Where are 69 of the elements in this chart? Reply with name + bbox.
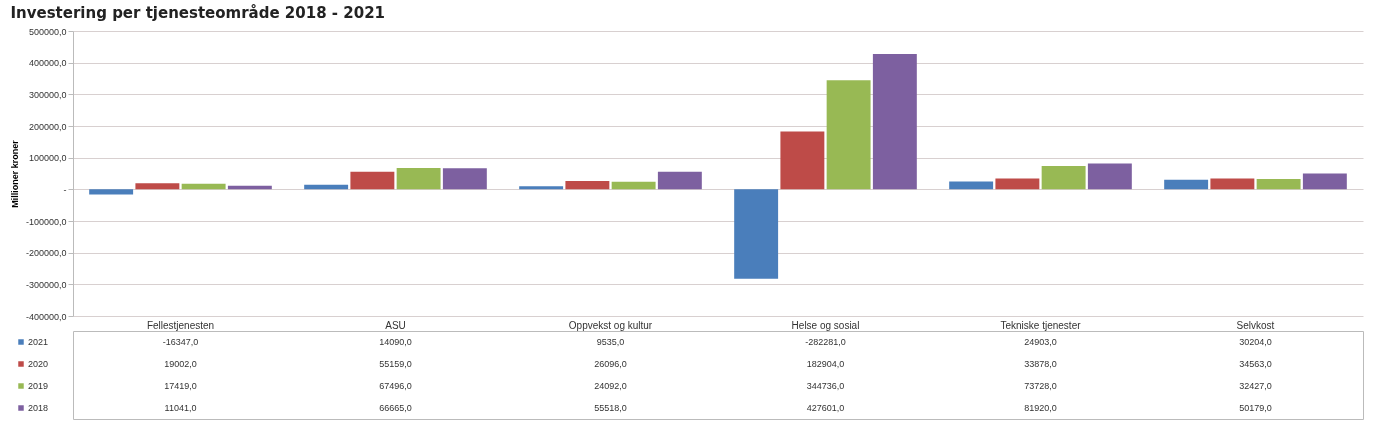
data-label: 33878,0	[1024, 359, 1057, 369]
y-tick-label: 500000,0	[28, 26, 67, 37]
data-label: 67496,0	[379, 381, 412, 391]
legend-label: 2020	[28, 359, 49, 369]
y-tick-label: 300000,0	[28, 89, 67, 100]
data-label: 9535,0	[596, 337, 625, 347]
bar	[995, 178, 1040, 190]
data-label: 24092,0	[594, 381, 627, 391]
data-label: 26096,0	[594, 359, 627, 369]
legend-label: 2018	[28, 403, 49, 413]
data-label: 55159,0	[379, 359, 412, 369]
bar	[826, 80, 871, 190]
bar	[135, 183, 180, 190]
data-label: 24903,0	[1024, 337, 1057, 347]
data-label: 34563,0	[1239, 359, 1272, 369]
bar	[181, 183, 226, 190]
x-tick-label: Tekniske tjenester	[1000, 319, 1082, 331]
data-label: 73728,0	[1024, 381, 1057, 391]
y-tick-label: -200000,0	[25, 248, 67, 259]
bar	[780, 131, 825, 190]
bar	[396, 167, 441, 190]
bar	[565, 181, 610, 190]
bar	[657, 171, 702, 190]
bar	[304, 184, 349, 190]
bar	[442, 168, 487, 190]
legend-label: 2019	[28, 381, 49, 391]
y-tick-label: 200000,0	[28, 121, 67, 132]
y-tick-label: -300000,0	[25, 279, 67, 290]
y-tick-label: -	[63, 184, 67, 195]
y-tick-label: 400000,0	[28, 58, 67, 69]
bar	[1087, 163, 1132, 190]
bar	[519, 186, 564, 190]
x-tick-label: ASU	[385, 319, 406, 331]
y-axis-title: Millioner kroner	[9, 139, 20, 208]
x-tick-label: Helse og sosial	[791, 319, 860, 331]
x-tick-label: Selvkost	[1236, 319, 1275, 331]
bar	[1302, 173, 1347, 190]
data-label: 17419,0	[164, 381, 197, 391]
data-label: 66665,0	[379, 403, 412, 413]
legend-label: 2021	[28, 337, 49, 347]
x-tick-label: Fellestjenesten	[146, 319, 215, 331]
data-label: -282281,0	[805, 337, 846, 347]
data-label: 344736,0	[806, 381, 845, 391]
bar	[1256, 179, 1301, 190]
data-label: 50179,0	[1239, 403, 1272, 413]
data-label: 19002,0	[164, 359, 197, 369]
chart-title: Investering per tjenesteområde 2018 - 2021	[10, 4, 386, 22]
bar	[89, 189, 134, 195]
bar	[1041, 165, 1086, 190]
bar	[949, 181, 994, 190]
bar	[872, 53, 917, 190]
data-label: 55518,0	[594, 403, 627, 413]
data-label: 81920,0	[1024, 403, 1057, 413]
data-label: 182904,0	[806, 359, 845, 369]
bar	[1210, 178, 1255, 190]
bar	[1164, 179, 1209, 190]
data-label: 14090,0	[379, 337, 412, 347]
data-label: 32427,0	[1239, 381, 1272, 391]
data-label: 427601,0	[806, 403, 845, 413]
y-tick-label: -400000,0	[25, 311, 67, 322]
data-label: -16347,0	[162, 337, 199, 347]
bar	[734, 189, 779, 279]
y-tick-label: 100000,0	[28, 153, 67, 164]
data-label: 30204,0	[1239, 337, 1272, 347]
data-label: 11041,0	[164, 403, 197, 413]
y-tick-label: -100000,0	[25, 216, 67, 227]
x-tick-label: Oppvekst og kultur	[568, 319, 653, 331]
bar	[611, 181, 656, 190]
bar	[350, 171, 395, 190]
